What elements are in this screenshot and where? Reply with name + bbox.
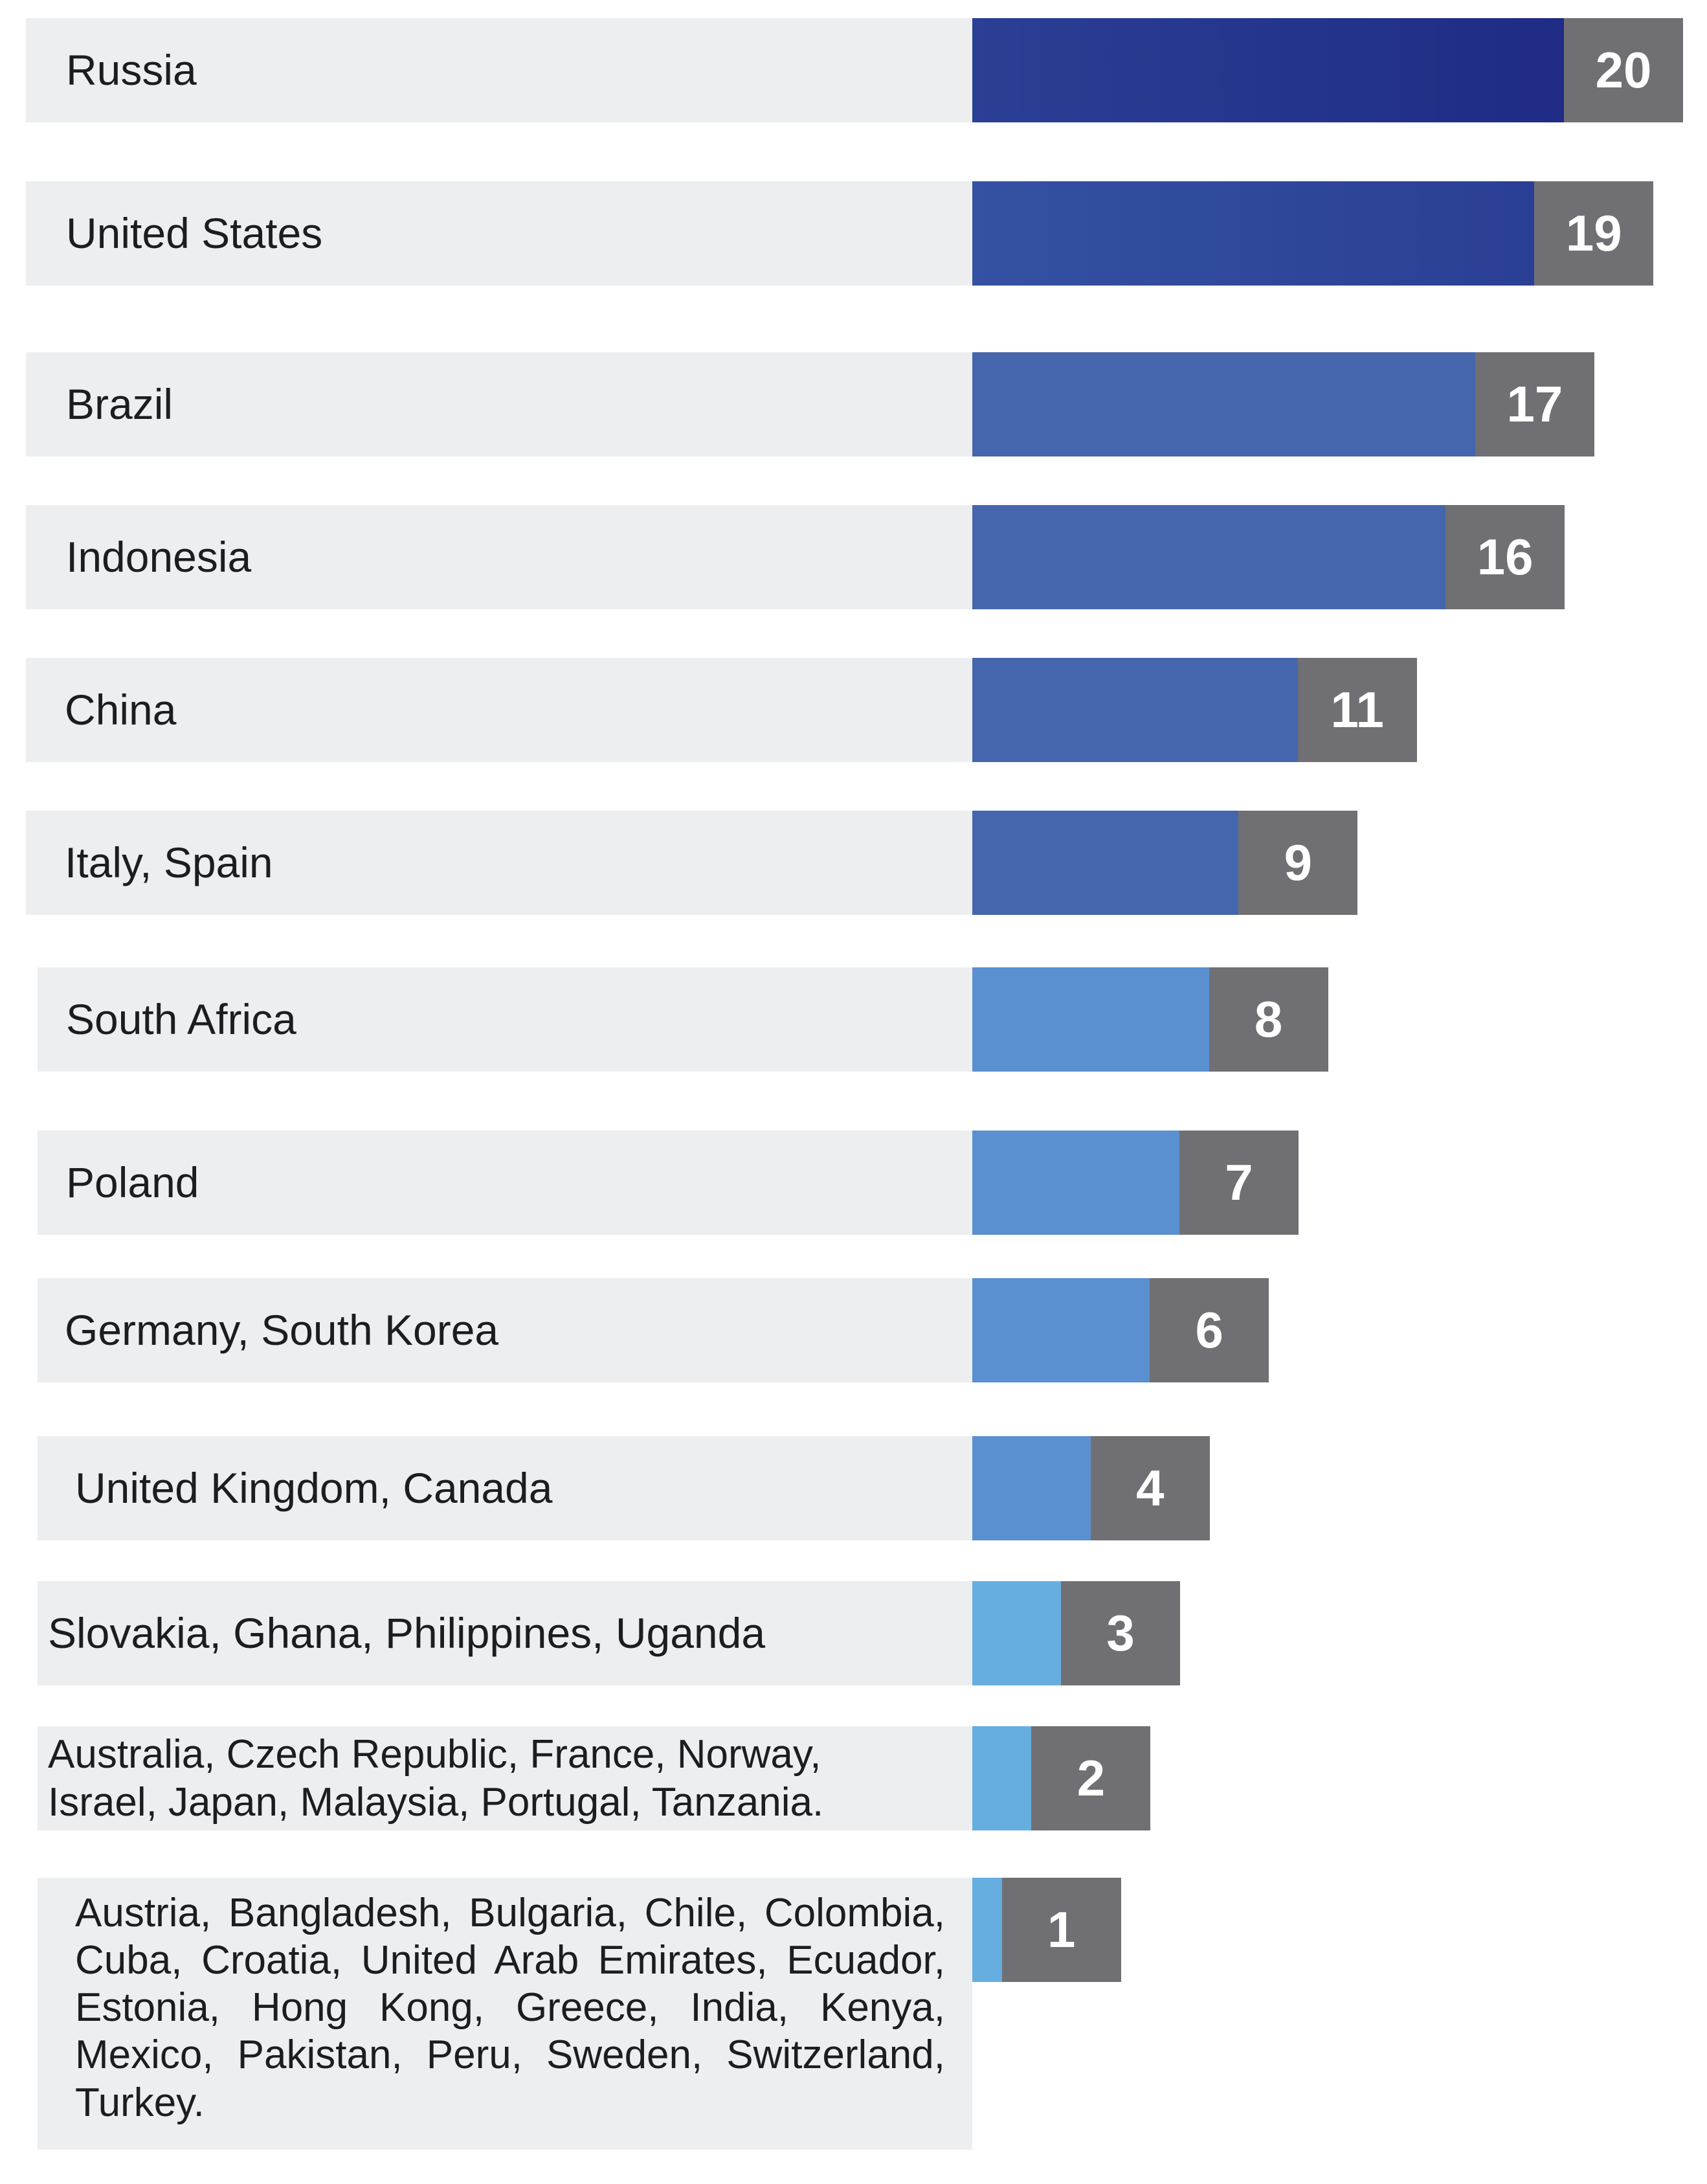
bar	[972, 1581, 1062, 1685]
category-label: Germany, South Korea	[65, 1305, 499, 1354]
value-label: 3	[1061, 1581, 1181, 1685]
row-label-panel: Slovakia, Ghana, Philippines, Uganda	[38, 1581, 972, 1685]
value-label: 1	[1001, 1878, 1121, 1982]
row-label-panel: Poland	[38, 1131, 972, 1235]
row-label-panel: Germany, South Korea	[38, 1278, 972, 1382]
value-label: 16	[1445, 505, 1565, 609]
value-label: 9	[1238, 811, 1358, 915]
row-label-panel: Brazil	[26, 352, 972, 456]
category-label: Russia	[66, 45, 197, 94]
category-label: Brazil	[66, 379, 173, 428]
value-label: 7	[1179, 1131, 1299, 1235]
category-label: Italy, Spain	[65, 838, 273, 886]
category-label: United Kingdom, Canada	[75, 1463, 553, 1512]
row-label-panel: United Kingdom, Canada	[38, 1436, 972, 1540]
row-label-panel: Russia	[26, 18, 972, 122]
row-label-panel: Australia, Czech Republic, France, Norwa…	[38, 1726, 972, 1830]
bar	[972, 1436, 1091, 1540]
bar	[972, 1878, 1002, 1982]
bar	[972, 505, 1446, 609]
category-label: South Africa	[66, 995, 296, 1043]
category-label: Indonesia	[66, 532, 252, 581]
category-label: Austria, Bangladesh, Bulgaria, Chile, Co…	[75, 1891, 945, 2125]
bar	[972, 1278, 1150, 1382]
category-label: Australia, Czech Republic, France, Norwa…	[48, 1732, 824, 1825]
bar	[972, 1726, 1032, 1830]
value-label: 11	[1297, 658, 1417, 762]
row-label-panel: China	[26, 658, 972, 762]
row-label-panel: Indonesia	[26, 505, 972, 609]
bar	[972, 352, 1475, 456]
category-label: Poland	[66, 1158, 199, 1206]
bar	[972, 967, 1209, 1072]
value-label: 6	[1150, 1278, 1269, 1382]
row-label-panel: South Africa	[38, 967, 972, 1072]
value-label: 19	[1534, 181, 1654, 286]
value-label: 20	[1564, 18, 1683, 122]
row-label-panel: United States	[26, 181, 972, 286]
category-label: United States	[66, 208, 323, 257]
category-label: Slovakia, Ghana, Philippines, Uganda	[48, 1608, 766, 1657]
value-label: 8	[1209, 967, 1328, 1072]
bar	[972, 811, 1239, 915]
bar	[972, 18, 1564, 122]
bar	[972, 181, 1535, 286]
bar	[972, 1131, 1179, 1235]
value-label: 2	[1031, 1726, 1151, 1830]
row-label-panel: Italy, Spain	[26, 811, 972, 915]
bar	[972, 658, 1298, 762]
category-label: China	[65, 685, 177, 734]
value-label: 4	[1090, 1436, 1210, 1540]
value-label: 17	[1475, 352, 1594, 456]
row-label-panel: Austria, Bangladesh, Bulgaria, Chile, Co…	[38, 1878, 972, 2150]
